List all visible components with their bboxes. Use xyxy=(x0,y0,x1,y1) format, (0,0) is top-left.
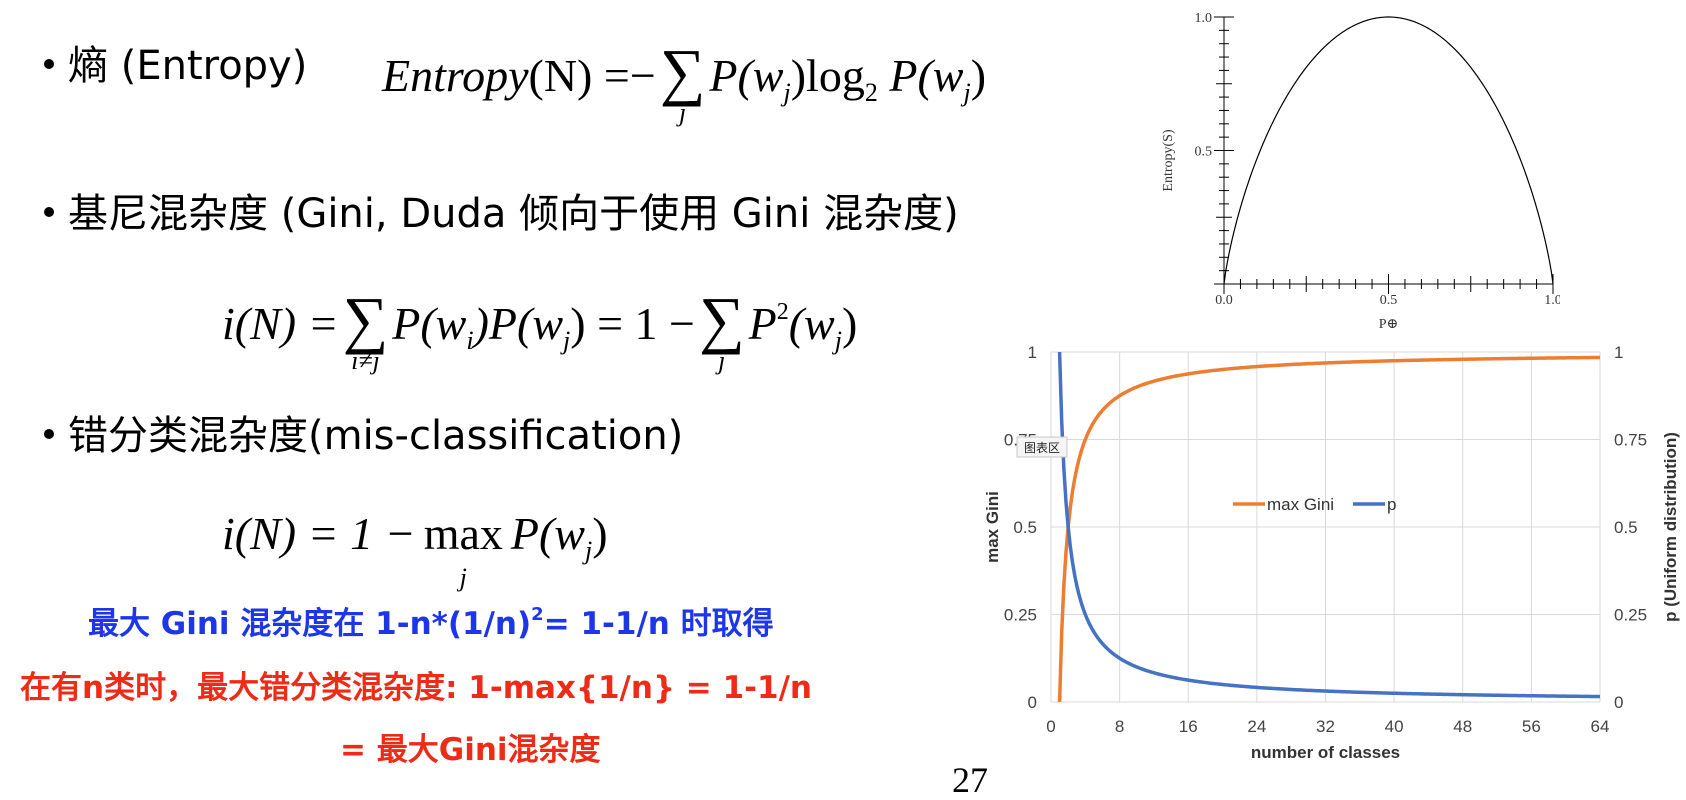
entropy-arg: (N) xyxy=(529,50,593,101)
entropy-sum: ∑j xyxy=(660,44,706,126)
gini-lhs: i(N) = xyxy=(222,298,339,349)
bullet-dot xyxy=(44,207,54,217)
gini-x-label: number of classes xyxy=(1251,743,1400,762)
page-number: 27 xyxy=(952,762,988,798)
gini-x-tick-label: 0 xyxy=(1046,717,1055,736)
bullet-entropy: 熵 (Entropy) xyxy=(44,42,307,90)
entropy-term2-sub: j xyxy=(963,78,970,107)
entropy-term-sub: j xyxy=(784,78,791,107)
note-misclass-line1: 在有n类时，最大错分类混杂度: 1-max{1/n} = 1-1/n xyxy=(20,662,812,707)
gini-term-c: ) = 1 − xyxy=(570,298,695,349)
bullet-misclass: 错分类混杂度(mis-classification) xyxy=(44,412,683,460)
misclass-max-index: j xyxy=(424,552,503,604)
gini-term-a: P(w xyxy=(392,298,466,349)
entropy-curve xyxy=(1224,17,1553,284)
note-blue-b: = 1-1/n 时取得 xyxy=(544,606,774,642)
entropy-log-base: 2 xyxy=(865,78,878,107)
gini-term-d: P xyxy=(749,298,777,349)
gini-y-tick-label: 0.5 xyxy=(1013,518,1037,537)
gini-close: ) xyxy=(842,298,857,349)
gini-sub-j2: j xyxy=(835,326,842,355)
entropy-x-label: P⊕ xyxy=(1379,317,1399,332)
entropy-term: P(w xyxy=(709,50,783,101)
gini-term-e: (w xyxy=(789,298,835,349)
bullet-dot xyxy=(44,429,54,439)
note-blue-sup: 2 xyxy=(531,604,544,625)
bullet-gini: 基尼混杂度 (Gini, Duda 倾向于使用 Gini 混杂度) xyxy=(44,190,959,238)
bullet-gini-label: 基尼混杂度 (Gini, Duda 倾向于使用 Gini 混杂度) xyxy=(68,191,959,237)
gini-x-tick-label: 64 xyxy=(1591,717,1610,736)
entropy-x-tick-label: 0.0 xyxy=(1215,293,1233,308)
gini-y2-tick-label: 0.5 xyxy=(1614,518,1638,537)
gini-x-tick-label: 16 xyxy=(1179,717,1198,736)
gini-chart: 081624324048566400.250.50.75100.250.50.7… xyxy=(980,336,1686,766)
gini-term-b: )P(w xyxy=(474,298,563,349)
gini-max-gini-line xyxy=(1060,357,1600,702)
note-blue-a: 最大 Gini 混杂度在 1-n*(1/n) xyxy=(88,606,531,642)
entropy-y-tick-label: 0.5 xyxy=(1195,145,1213,160)
entropy-neg: − xyxy=(630,50,656,101)
gini-x-tick-label: 40 xyxy=(1385,717,1404,736)
gini-y-tick-label: 1 xyxy=(1028,343,1037,362)
entropy-chart: 0.0 0.5 1.0 0.5 1.0 P⊕ Entropy(S) xyxy=(1140,6,1560,336)
entropy-close: ) xyxy=(971,50,986,101)
gini-x-tick-label: 24 xyxy=(1247,717,1266,736)
misclass-term: P(w xyxy=(511,508,585,559)
gini-p-line xyxy=(1060,352,1600,697)
entropy-lhs: Entropy xyxy=(382,50,529,101)
gini-x-tick-label: 8 xyxy=(1115,717,1124,736)
gini-legend-label-p: p xyxy=(1387,495,1396,514)
entropy-y-label: Entropy(S) xyxy=(1161,129,1176,192)
bullet-dot xyxy=(44,59,54,69)
entropy-y-tick-label: 1.0 xyxy=(1195,11,1213,26)
gini-x-tick-label: 48 xyxy=(1453,717,1472,736)
misclass-lhs: i(N) = 1 − xyxy=(222,508,416,559)
gini-y2-tick-label: 0 xyxy=(1614,693,1623,712)
gini-x-tick-label: 32 xyxy=(1316,717,1335,736)
note-misclass-line2: = 最大Gini混杂度 xyxy=(340,724,601,769)
entropy-term2: P(w xyxy=(878,50,964,101)
gini-x-tick-label: 56 xyxy=(1522,717,1541,736)
gini-y-tick-label: 0.25 xyxy=(1004,606,1037,625)
gini-y2-label: p (Uniform distribution) xyxy=(1661,432,1680,622)
gini-sup-2: 2 xyxy=(777,299,789,325)
gini-sub-i: i xyxy=(466,326,473,355)
gini-y2-tick-label: 0.75 xyxy=(1614,431,1647,450)
misclass-close: ) xyxy=(592,508,607,559)
note-max-gini: 最大 Gini 混杂度在 1-n*(1/n)2= 1-1/n 时取得 xyxy=(88,598,774,643)
gini-y-tick-label: 0 xyxy=(1028,693,1037,712)
gini-sum2: ∑j xyxy=(699,292,745,374)
gini-y2-tick-label: 1 xyxy=(1614,343,1623,362)
gini-chart-area-tooltip-text: 图表区 xyxy=(1024,441,1060,455)
gini-y2-tick-label: 0.25 xyxy=(1614,606,1647,625)
entropy-x-tick-label: 1.0 xyxy=(1544,293,1560,308)
entropy-log: )log xyxy=(791,50,865,101)
bullet-entropy-label: 熵 (Entropy) xyxy=(68,43,307,89)
bullet-misclass-label: 错分类混杂度(mis-classification) xyxy=(68,413,683,459)
gini-sum1: ∑i≠j xyxy=(343,292,389,374)
gini-legend-label-max-gini: max Gini xyxy=(1267,495,1334,514)
entropy-x-tick-label: 0.5 xyxy=(1380,293,1398,308)
entropy-eq: = xyxy=(604,50,630,101)
gini-y-label: max Gini xyxy=(983,491,1002,563)
